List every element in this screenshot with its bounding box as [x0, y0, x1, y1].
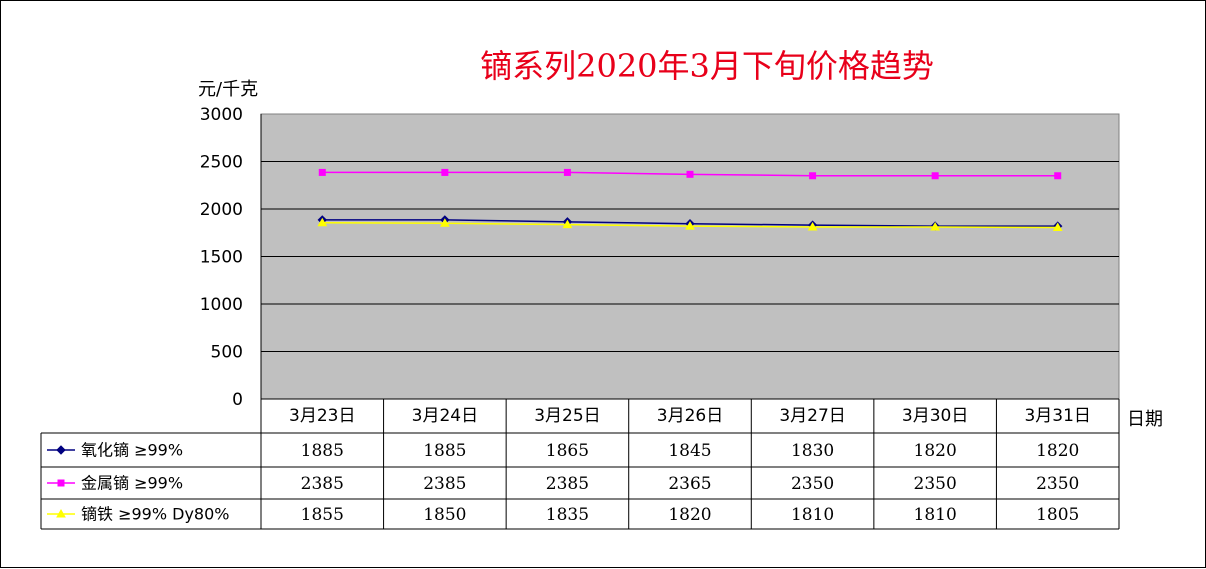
data-point [686, 170, 694, 178]
data-label: 1865 [546, 441, 589, 461]
legend-label: 金属镝 ≥99% [81, 474, 183, 493]
data-label: 1820 [1036, 441, 1079, 461]
data-point [441, 168, 449, 176]
y-tick-label: 2000 [200, 200, 243, 220]
x-tick-label: 3月26日 [657, 406, 723, 426]
y-tick-label: 500 [211, 343, 243, 363]
data-label: 2385 [423, 474, 466, 494]
x-tick-label: 3月31日 [1024, 406, 1090, 426]
data-label: 2350 [1036, 474, 1079, 494]
data-label: 1885 [301, 441, 344, 461]
x-tick-label: 3月23日 [289, 406, 355, 426]
data-point [807, 222, 818, 231]
x-axis-label: 日期 [1127, 409, 1163, 430]
data-point [1054, 172, 1062, 180]
y-tick-label: 1500 [200, 248, 243, 268]
data-point [562, 219, 573, 229]
data-label: 1810 [914, 505, 957, 525]
y-tick-label: 3000 [200, 105, 243, 125]
data-point [930, 222, 941, 231]
data-label: 1830 [791, 441, 834, 461]
data-label: 1820 [668, 505, 711, 525]
data-label: 1805 [1036, 505, 1079, 525]
data-point [809, 172, 817, 180]
legend-label: 镝铁 ≥99% Dy80% [81, 505, 230, 524]
data-label: 1835 [546, 505, 589, 525]
data-label: 2350 [914, 474, 957, 494]
data-label: 2385 [546, 474, 589, 494]
data-point [563, 168, 571, 176]
data-label: 1810 [791, 505, 834, 525]
x-tick-label: 3月25日 [534, 406, 600, 426]
y-tick-label: 1000 [200, 295, 243, 315]
data-label: 1820 [914, 441, 957, 461]
data-label: 2365 [668, 474, 711, 494]
chart-title: 镝系列2020年3月下旬价格趋势 [480, 47, 934, 85]
data-label: 1885 [423, 441, 466, 461]
data-label: 2385 [301, 474, 344, 494]
y-tick-label: 2500 [200, 153, 243, 173]
legend-marker [56, 508, 66, 518]
x-tick-label: 3月27日 [779, 406, 845, 426]
y-tick-label: 0 [232, 390, 243, 410]
data-point [317, 217, 328, 227]
legend-marker [57, 479, 65, 487]
data-point [439, 218, 450, 227]
data-point [685, 221, 695, 230]
data-point [1052, 222, 1063, 232]
data-point [318, 168, 326, 176]
data-label: 2350 [791, 474, 834, 494]
legend-label: 氧化镝 ≥99% [81, 441, 183, 460]
legend-marker [56, 445, 66, 455]
data-label: 1850 [423, 505, 466, 525]
data-point [931, 172, 939, 180]
x-tick-label: 3月24日 [412, 406, 478, 426]
data-label: 1845 [668, 441, 711, 461]
y-axis-label: 元/千克 [198, 79, 259, 100]
x-tick-label: 3月30日 [902, 406, 968, 426]
data-label: 1855 [301, 505, 344, 525]
